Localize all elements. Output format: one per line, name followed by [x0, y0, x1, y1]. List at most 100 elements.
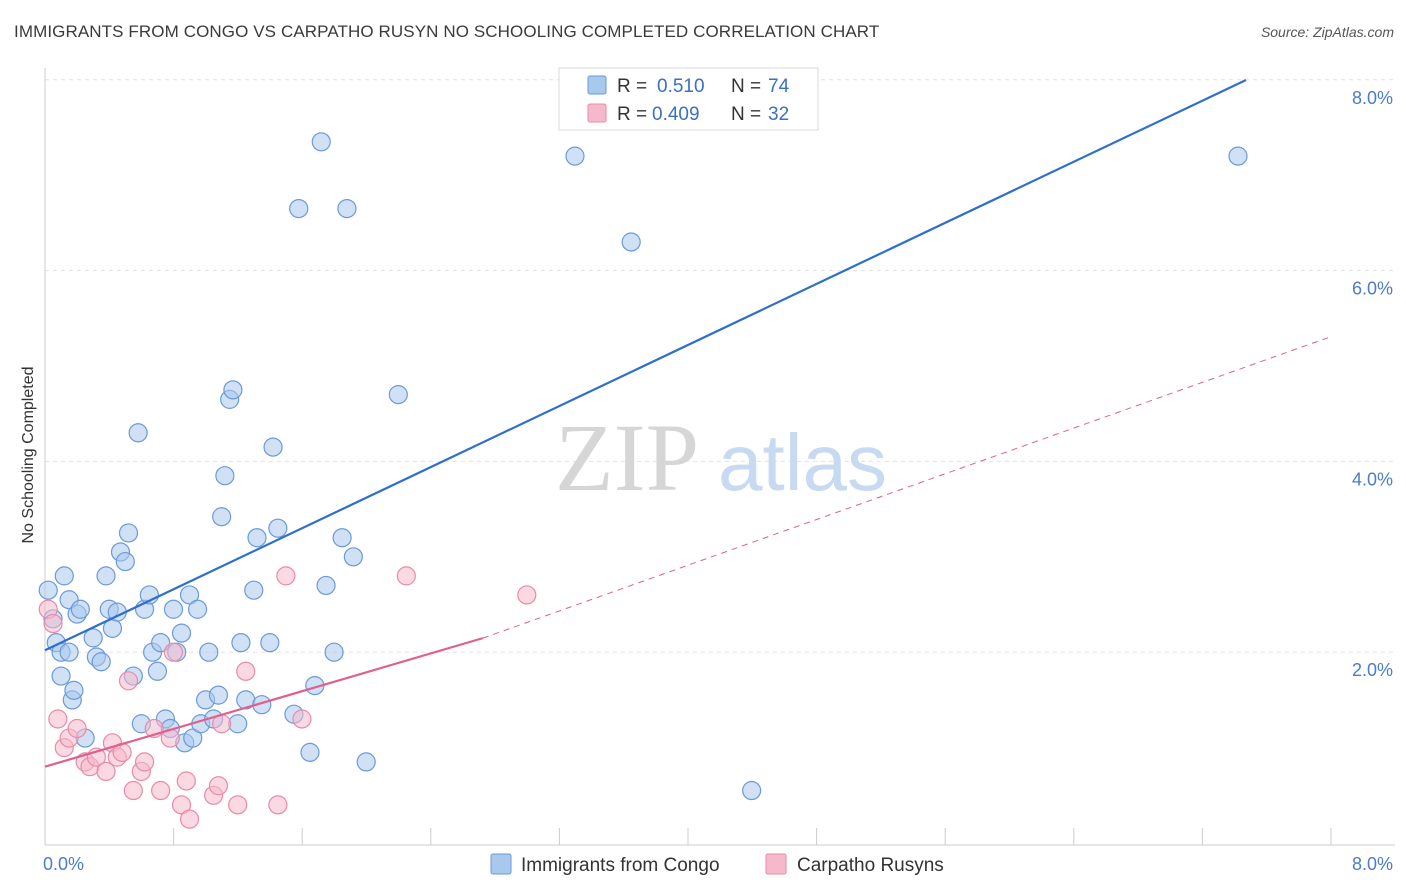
congo-point-68	[356, 752, 376, 772]
congo-point-5	[54, 566, 74, 586]
legend-swatch-congo	[587, 75, 607, 95]
rusyn-point-9	[96, 761, 116, 782]
congo-point-71	[621, 232, 641, 252]
congo-point-56	[263, 437, 283, 457]
rusyn-point-29	[268, 795, 288, 815]
y-tick-label-3: 8.0%	[1352, 88, 1393, 108]
axes	[44, 68, 1395, 846]
congo-point-9	[64, 680, 84, 700]
rusyn-point-21	[171, 795, 192, 815]
legend-n-label: N =	[731, 104, 761, 125]
chart-title: IMMIGRANTS FROM CONGO VS CARPATHO RUSYN …	[14, 22, 880, 41]
legend-n-label: N =	[731, 76, 761, 97]
watermark-zip: ZIP	[555, 404, 699, 511]
legend-swatch-rusyn	[587, 103, 607, 123]
congo-point-7	[59, 642, 79, 662]
data-points	[38, 132, 1248, 829]
legend: R = 0.510 N = 74 R = 0.409 N = 32	[558, 67, 819, 131]
x-tick-label-1: 8.0%	[1352, 854, 1393, 874]
bottom-legend: Immigrants from Congo Carpatho Rusyns	[490, 853, 944, 876]
congo-point-55	[260, 633, 280, 653]
congo-point-16	[96, 566, 116, 586]
legend-n-value-congo: 74	[768, 76, 790, 97]
bottom-legend-label-congo: Immigrants from Congo	[521, 855, 720, 876]
congo-point-67	[343, 547, 363, 567]
rusyn-point-5	[67, 718, 87, 739]
bottom-legend-swatch-rusyn	[765, 853, 787, 875]
congo-point-45	[212, 507, 232, 527]
congo-point-65	[332, 528, 352, 548]
congo-point-60	[300, 742, 320, 762]
congo-point-21	[115, 551, 135, 572]
rusyn-point-2	[48, 709, 68, 729]
rusyn-point-30	[276, 566, 296, 586]
bottom-legend-swatch-congo	[490, 853, 512, 875]
y-tick-label-2: 6.0%	[1352, 279, 1393, 299]
congo-point-53	[247, 528, 267, 548]
congo-point-37	[179, 585, 200, 605]
rusyn-point-13	[118, 671, 139, 691]
congo-point-13	[83, 628, 103, 648]
source-label: Source: ZipAtlas.com	[1260, 24, 1394, 40]
x-tick-labels: 0.0% 8.0%	[43, 854, 1393, 874]
congo-point-49	[228, 714, 248, 734]
trend-line-rusyn-extension	[482, 336, 1331, 639]
congo-point-22	[118, 523, 139, 543]
y-tick-labels: 2.0% 4.0% 6.0% 8.0%	[1352, 88, 1393, 680]
rusyn-point-32	[396, 566, 416, 586]
congo-point-29	[147, 661, 168, 681]
legend-r-value-congo: 0.510	[657, 76, 705, 97]
rusyn-point-28	[236, 661, 256, 681]
gridlines	[45, 79, 1395, 653]
rusyn-point-1	[43, 613, 63, 634]
congo-point-44	[208, 685, 229, 705]
trend-lines	[44, 79, 1331, 768]
congo-point-50	[231, 633, 251, 653]
trend-line-congo	[44, 79, 1247, 652]
congo-point-0	[38, 580, 58, 600]
rusyn-point-16	[134, 752, 155, 772]
y-tick-label-0: 2.0%	[1352, 660, 1393, 680]
y-tick-label-1: 4.0%	[1352, 469, 1393, 489]
congo-point-35	[171, 623, 192, 643]
rusyn-point-23	[179, 809, 200, 829]
rusyn-point-31	[292, 709, 312, 729]
congo-point-46	[215, 466, 235, 486]
bottom-legend-label-rusyn: Carpatho Rusyns	[797, 855, 944, 876]
congo-point-59	[289, 198, 309, 219]
y-axis-label: No Schooling Completed	[20, 367, 37, 544]
congo-point-52	[244, 580, 264, 600]
congo-point-70	[565, 146, 585, 166]
congo-point-39	[187, 599, 208, 619]
congo-point-42	[199, 642, 219, 662]
legend-n-value-rusyn: 32	[768, 104, 789, 125]
congo-point-64	[324, 642, 344, 662]
congo-point-33	[163, 599, 184, 619]
congo-point-15	[91, 652, 111, 672]
congo-point-69	[388, 385, 408, 405]
congo-point-62	[311, 132, 331, 152]
rusyn-point-22	[176, 771, 196, 791]
congo-point-38	[183, 728, 203, 748]
congo-point-48	[223, 380, 243, 400]
congo-point-30	[151, 633, 171, 653]
watermark-atlas: atlas	[718, 418, 887, 507]
rusyn-point-25	[208, 776, 229, 796]
rusyn-point-14	[123, 780, 143, 801]
legend-r-label: R =	[617, 104, 647, 125]
congo-point-11	[70, 599, 90, 619]
congo-point-63	[316, 575, 336, 596]
legend-r-label: R =	[617, 76, 647, 97]
congo-point-73	[1228, 146, 1248, 166]
congo-point-4	[51, 666, 71, 686]
trend-line-rusyn	[44, 637, 484, 768]
congo-point-66	[337, 198, 357, 219]
legend-r-value-rusyn: 0.409	[652, 104, 700, 125]
rusyn-point-20	[163, 642, 184, 662]
congo-point-57	[268, 518, 288, 538]
congo-point-24	[128, 423, 148, 443]
rusyn-point-33	[517, 585, 537, 605]
congo-point-72	[742, 780, 762, 801]
rusyn-point-27	[228, 795, 248, 815]
